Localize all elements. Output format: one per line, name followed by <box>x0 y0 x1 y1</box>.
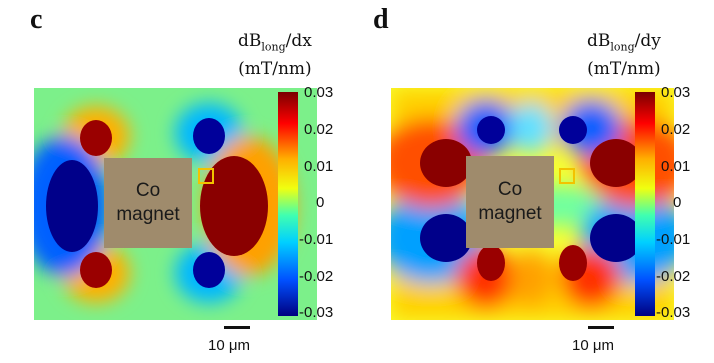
colorbar-tick: 0 <box>316 194 325 211</box>
scale-bar-label: 10 μm <box>208 337 250 354</box>
title-main: dB <box>238 31 262 51</box>
highlight-marker <box>198 168 214 184</box>
title-rest: /dx <box>285 31 312 51</box>
field-map: Co magnet <box>34 88 317 320</box>
colorbar-tick: -0.01 <box>299 231 334 248</box>
colorbar-tick: 0.03 <box>304 84 334 101</box>
panel-c: c dBlong/dx (mT/nm) <box>30 4 334 354</box>
panel-label: c <box>30 4 43 35</box>
highlight-marker <box>559 168 575 184</box>
field-map: Co magnet <box>391 88 674 320</box>
scale-bar <box>224 326 250 329</box>
colorbar-tick: -0.01 <box>656 231 691 248</box>
title-rest: /dy <box>634 31 661 51</box>
scale-bar <box>588 326 614 329</box>
colorbar-tick: -0.02 <box>656 268 691 285</box>
title-sub: long <box>261 40 286 54</box>
colorbar <box>278 92 298 316</box>
colorbar-tick: 0.01 <box>661 158 691 175</box>
colorbar-unit: (mT/nm) <box>587 59 661 80</box>
co-magnet: Co magnet <box>466 156 554 248</box>
colorbar-tick: 0.01 <box>304 158 334 175</box>
co-magnet: Co magnet <box>104 158 192 248</box>
colorbar-tick: -0.02 <box>299 268 334 285</box>
magnet-label-line1: Co <box>497 179 523 200</box>
scale-bar-label: 10 μm <box>572 337 614 354</box>
colorbar-tick: 0.03 <box>661 84 691 101</box>
colorbar-tick: 0.02 <box>304 121 334 138</box>
colorbar-tick: -0.03 <box>299 304 334 321</box>
colorbar-unit: (mT/nm) <box>238 59 312 80</box>
panel-label: d <box>373 4 389 35</box>
colorbar-tick: 0.02 <box>661 121 691 138</box>
panel-d: d dBlong/dy (mT/nm) <box>357 0 714 363</box>
title-sub: long <box>610 40 635 54</box>
colorbar-title: dBlong/dx (mT/nm) <box>238 30 312 80</box>
colorbar-tick: 0 <box>673 194 682 211</box>
magnet-label-line2: magnet <box>478 203 542 224</box>
title-main: dB <box>587 31 611 51</box>
colorbar <box>635 92 655 316</box>
colorbar-tick: -0.03 <box>656 304 691 321</box>
colorbar-title: dBlong/dy (mT/nm) <box>587 30 661 80</box>
field-map-graphic <box>391 88 674 320</box>
magnet-label-line1: Co <box>135 180 161 201</box>
magnet-label-line2: magnet <box>116 204 180 225</box>
